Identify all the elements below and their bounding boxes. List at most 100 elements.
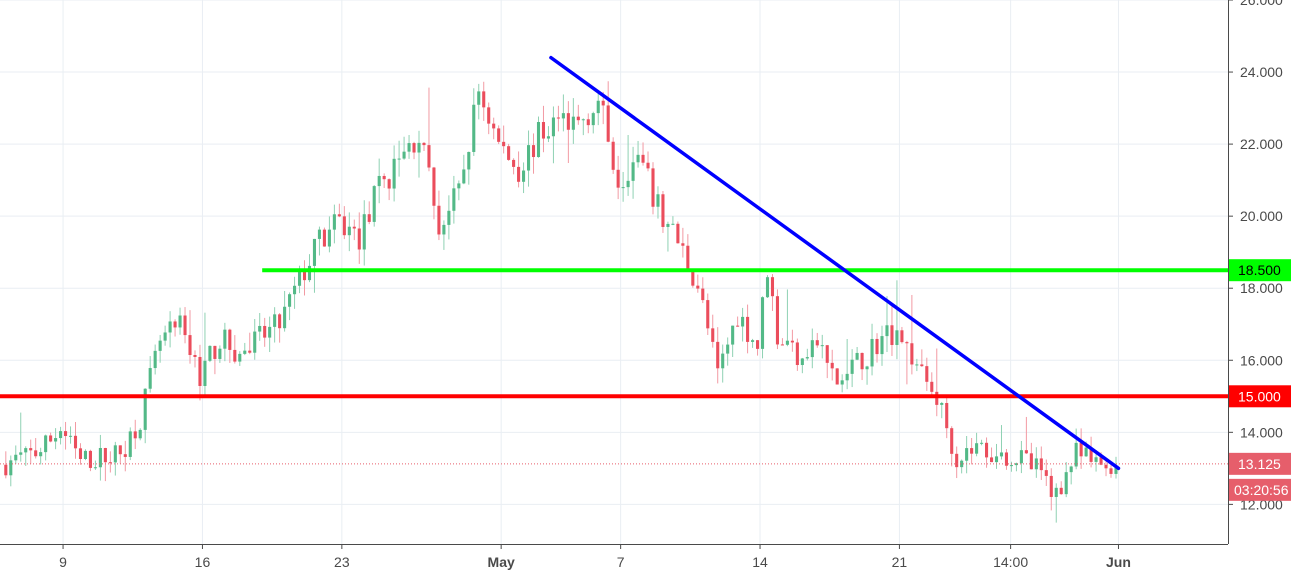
candle-down (736, 325, 740, 327)
candle-up (98, 447, 102, 468)
candle-down (905, 342, 909, 344)
y-tick-label: 24.000 (1240, 64, 1283, 80)
candle-up (880, 336, 884, 355)
candle-up (800, 358, 804, 366)
support-level-label: 15.000 (1238, 388, 1281, 404)
candle-down (795, 342, 799, 366)
candle-up (820, 345, 824, 347)
x-tick-label: 14:00 (993, 554, 1028, 570)
candle-down (556, 117, 560, 119)
candle-up (68, 435, 73, 437)
y-tick-label: 16.000 (1240, 352, 1283, 368)
candle-down (676, 223, 680, 244)
candle-up (1064, 472, 1068, 495)
candle-down (576, 116, 580, 121)
candle-down (1089, 447, 1093, 462)
candle-down (611, 141, 615, 170)
candle-up (671, 223, 675, 225)
candle-up (536, 122, 541, 158)
candle-down (780, 344, 784, 346)
candle-up (317, 229, 321, 239)
candle-up (39, 452, 43, 457)
candle-up (626, 180, 630, 188)
candle-up (44, 435, 48, 453)
candle-down (985, 442, 989, 458)
candle-up (845, 373, 849, 381)
candle-down (586, 119, 590, 126)
candle-up (999, 452, 1004, 457)
candle-up (59, 431, 63, 439)
candle-down (531, 145, 536, 158)
x-tick-label: 7 (617, 554, 625, 570)
candle-down (1049, 475, 1053, 497)
candle-down (133, 431, 137, 439)
candle-up (960, 460, 964, 468)
candle-up (14, 454, 18, 461)
candle-up (54, 438, 58, 442)
candle-down (825, 345, 829, 363)
candle-up (283, 306, 287, 329)
candle-down (830, 362, 834, 369)
candle-up (93, 467, 97, 469)
candle-down (64, 431, 68, 437)
candle-up (975, 443, 979, 454)
candle-up (751, 340, 755, 342)
candle-up (178, 315, 182, 328)
candle-up (362, 214, 366, 250)
candle-up (581, 119, 585, 121)
candle-down (183, 315, 187, 336)
candle-down (507, 146, 511, 160)
candle-down (1079, 442, 1083, 457)
support-level-badge (1229, 385, 1291, 408)
candle-up (243, 350, 247, 354)
candle-down (681, 243, 685, 246)
candle-up (457, 183, 461, 189)
candle-up (785, 340, 789, 345)
candle-up (417, 142, 421, 153)
candle-up (1034, 458, 1038, 470)
candle-down (492, 123, 496, 129)
candle-up (721, 353, 725, 369)
candle-up (9, 460, 13, 476)
x-tick-label: 9 (59, 554, 67, 570)
candle-up (297, 270, 302, 286)
candle-up (895, 330, 899, 345)
current-price-badge (1229, 452, 1291, 475)
current-price-label: 13.125 (1238, 456, 1281, 472)
candle-up (546, 136, 550, 139)
candle-up (850, 359, 854, 374)
candle-down (711, 328, 715, 342)
candle-up (312, 238, 317, 266)
candle-down (541, 122, 546, 139)
candle-down (382, 175, 386, 180)
candle-down (646, 162, 650, 169)
candle-up (1094, 457, 1098, 462)
candle-down (925, 366, 929, 382)
candle-down (118, 445, 122, 455)
candle-down (935, 391, 939, 405)
candle-down (696, 285, 700, 289)
candle-down (945, 402, 949, 429)
candle-down (517, 166, 521, 182)
candle-up (208, 345, 212, 361)
resistance-level-label: 18.500 (1238, 262, 1281, 278)
candle-down (188, 335, 192, 355)
candle-up (526, 145, 531, 171)
candle-down (716, 341, 720, 369)
y-tick-label: 20.000 (1240, 208, 1283, 224)
candle-up (218, 348, 222, 359)
candle-up (203, 360, 207, 386)
candle-up (19, 452, 23, 455)
candle-down (1029, 453, 1033, 470)
candle-up (447, 210, 451, 225)
candle-up (462, 169, 466, 184)
candle-up (402, 151, 406, 159)
candle-down (4, 464, 8, 476)
candle-down (955, 453, 959, 468)
candle-down (616, 169, 620, 188)
candle-up (1084, 447, 1088, 457)
candle-up (865, 366, 869, 370)
candle-down (357, 228, 361, 250)
candle-down (790, 340, 794, 343)
